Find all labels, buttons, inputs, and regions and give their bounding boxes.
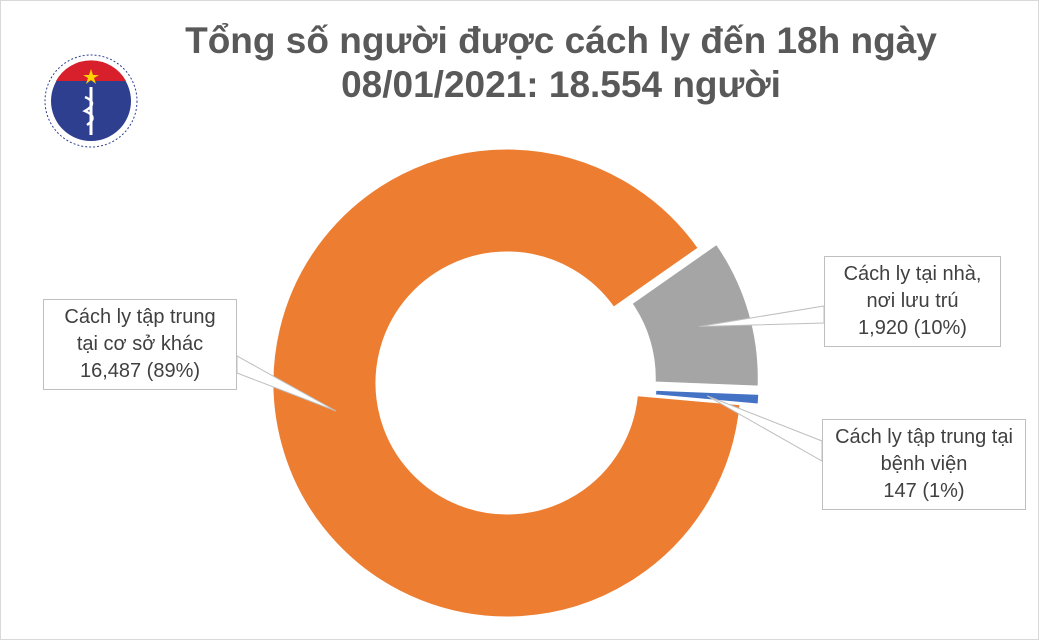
chart-title-line-1: Tổng số người được cách ly đến 18h ngày — [185, 20, 937, 61]
label-value: 1,920 (10%) — [858, 317, 967, 339]
data-label-hospital: Cách ly tập trung tại bệnh viện 147 (1%) — [822, 419, 1026, 510]
ministry-of-health-logo — [39, 49, 143, 154]
label-value: 147 (1%) — [883, 480, 965, 502]
label-value: 16,487 (89%) — [79, 360, 201, 382]
chart-title-line-2: 08/01/2021: 18.554 người — [341, 64, 781, 105]
data-label-home: Cách ly tại nhà, nơi lưu trú 1,920 (10%) — [824, 256, 1001, 347]
leader-line-slice-other-facility — [236, 355, 337, 412]
label-line1: Cách ly tại nhà, — [843, 263, 982, 285]
label-line2: bệnh viện — [880, 453, 968, 475]
label-line1: Cách ly tập trung — [64, 306, 216, 328]
label-line2: nơi lưu trú — [866, 290, 959, 312]
data-label-other-facility: Cách ly tập trung tại cơ sở khác 16,487 … — [43, 299, 237, 390]
label-line2: tại cơ sở khác — [76, 333, 204, 355]
slice-other-facility — [270, 146, 743, 620]
slice-home — [628, 241, 761, 389]
label-line1: Cách ly tập trung tại — [835, 426, 1013, 448]
